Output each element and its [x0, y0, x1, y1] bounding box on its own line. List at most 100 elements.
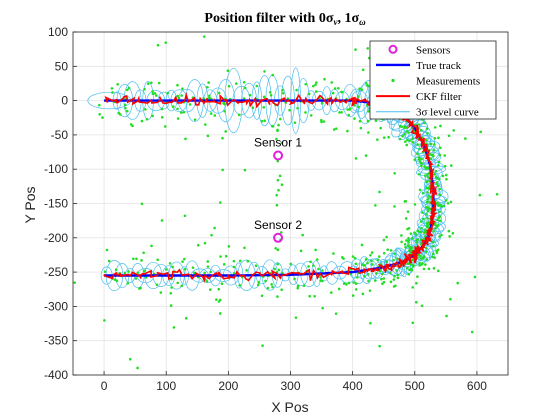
measurement-point	[420, 257, 423, 260]
measurement-point	[213, 226, 216, 230]
measurement-point	[183, 267, 187, 271]
measurement-point	[183, 257, 186, 261]
measurement-point	[438, 153, 442, 157]
measurement-point	[323, 77, 326, 81]
measurement-point	[424, 263, 427, 266]
measurement-point	[262, 106, 266, 109]
measurement-point	[413, 158, 417, 162]
measurement-point	[378, 344, 381, 348]
measurement-point	[400, 125, 404, 129]
measurement-point	[217, 287, 221, 291]
measurement-point	[410, 237, 414, 240]
measurement-point	[405, 239, 408, 242]
measurement-point	[184, 316, 188, 320]
measurement-point	[427, 195, 431, 198]
measurement-point	[207, 81, 210, 84]
measurement-point	[370, 251, 374, 254]
measurement-point	[273, 267, 276, 271]
y-tick-label: -350	[44, 334, 68, 348]
measurement-point	[184, 137, 187, 141]
measurement-point	[103, 270, 107, 273]
measurement-point	[360, 88, 364, 92]
measurement-point	[354, 282, 358, 285]
measurement-point	[205, 280, 209, 283]
measurement-point	[429, 142, 433, 146]
measurement-point	[140, 119, 144, 123]
measurement-point	[437, 204, 440, 207]
measurement-point	[222, 263, 226, 266]
measurement-point	[423, 231, 426, 235]
measurement-point	[367, 279, 370, 283]
measurement-point	[227, 245, 231, 248]
measurement-point	[155, 94, 158, 97]
measurement-point	[181, 87, 184, 90]
measurement-point	[366, 273, 370, 276]
measurement-point	[168, 262, 172, 265]
plot-content	[73, 35, 499, 370]
measurement-point	[425, 186, 429, 190]
measurement-point	[393, 205, 396, 208]
measurement-point	[359, 126, 363, 130]
measurement-point	[245, 268, 248, 272]
measurement-point	[406, 244, 410, 247]
measurement-point	[227, 84, 231, 88]
measurement-point	[172, 326, 176, 329]
measurement-point	[364, 154, 368, 157]
measurement-point	[415, 241, 418, 244]
measurement-point	[411, 286, 414, 289]
measurement-point	[180, 284, 184, 288]
measurement-point	[277, 268, 281, 272]
ckf-group	[103, 91, 438, 283]
measurement-point	[408, 268, 411, 272]
measurement-point	[445, 177, 448, 181]
measurement-point	[314, 248, 317, 252]
measurement-point	[319, 279, 322, 282]
measurement-point	[353, 117, 356, 120]
measurement-point	[142, 251, 145, 255]
measurement-point	[276, 262, 279, 266]
measurement-point	[422, 217, 425, 221]
measurement-point	[334, 127, 338, 130]
measurement-point	[275, 203, 279, 207]
measurement-point	[313, 294, 316, 298]
measurement-point	[217, 91, 221, 95]
measurement-point	[275, 137, 278, 141]
measurement-point	[396, 273, 399, 277]
measurement-point	[156, 258, 159, 262]
measurement-point	[314, 83, 317, 86]
measurement-point	[389, 249, 393, 252]
measurement-point	[367, 110, 370, 113]
y-tick-label: -250	[44, 265, 68, 279]
measurement-point	[424, 234, 427, 238]
measurement-point	[396, 276, 400, 280]
measurement-point	[432, 154, 435, 158]
measurement-point	[151, 92, 155, 96]
measurement-point	[278, 117, 282, 121]
measurement-point	[113, 278, 117, 281]
measurement-point	[408, 247, 412, 251]
measurement-point	[340, 90, 343, 94]
measurement-point	[280, 141, 284, 145]
measurement-point	[422, 255, 426, 258]
measurement-point	[337, 86, 340, 90]
measurement-point	[315, 258, 319, 261]
measurement-point	[215, 298, 218, 301]
measurement-point	[421, 191, 425, 195]
measurement-point	[413, 203, 417, 206]
measurement-point	[436, 269, 440, 273]
measurement-point	[433, 143, 436, 146]
measurement-point	[268, 90, 272, 94]
measurement-point	[260, 294, 264, 298]
legend-entry: Sensors	[416, 44, 450, 56]
measurement-point	[114, 268, 118, 272]
measurement-point	[128, 357, 132, 361]
measurement-point	[433, 126, 437, 129]
measurement-point	[403, 140, 407, 143]
measurement-point	[361, 68, 365, 72]
measurement-point	[207, 94, 211, 98]
y-tick-label: -50	[51, 128, 69, 142]
measurement-point	[280, 288, 283, 292]
measurement-point	[126, 282, 129, 285]
measurement-point	[183, 214, 187, 218]
measurement-point	[170, 286, 173, 289]
